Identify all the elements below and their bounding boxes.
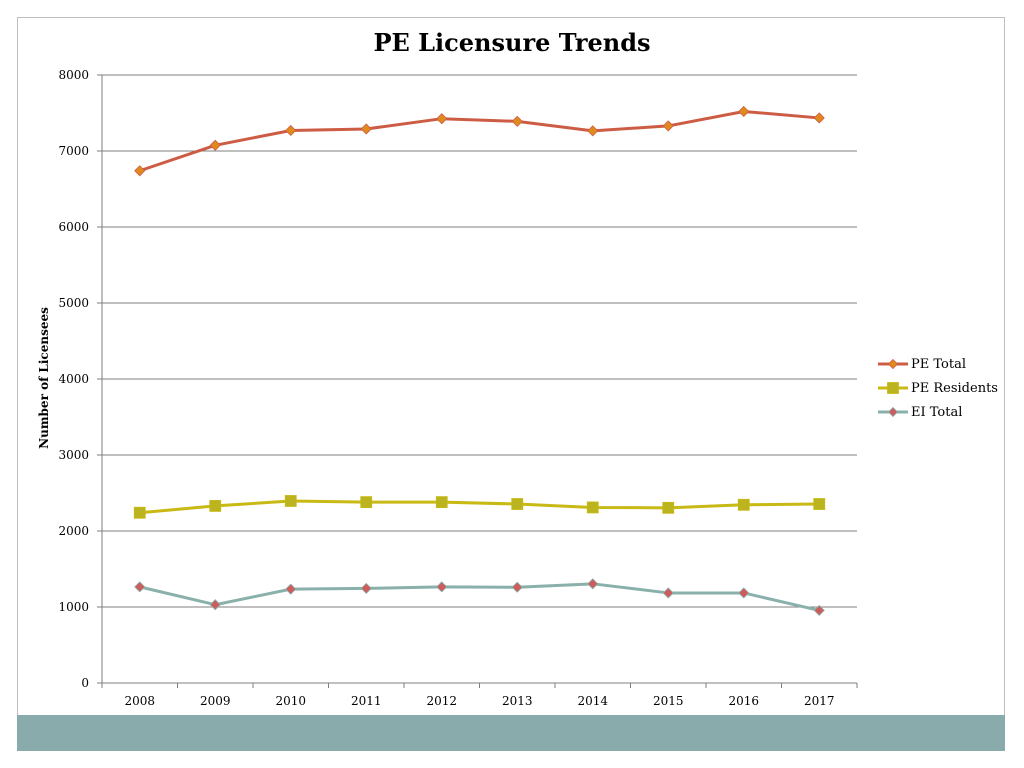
x-tick-labels: 2008 2009 2010 2011 2012 2013 2014 2015 2016 2017 <box>124 694 834 708</box>
y-tick-label: 3000 <box>58 448 89 462</box>
y-tick-label: 6000 <box>58 220 89 234</box>
data-point <box>285 124 297 137</box>
y-tick-label: 2000 <box>58 524 89 538</box>
data-point <box>662 120 674 132</box>
data-point <box>436 113 448 125</box>
data-point <box>662 587 674 599</box>
series-lines <box>133 105 826 616</box>
x-tick-label: 2016 <box>728 694 759 708</box>
data-point <box>360 582 372 594</box>
data-point <box>436 581 448 593</box>
data-point <box>662 501 675 514</box>
legend-swatch-marker <box>887 382 899 394</box>
data-point <box>813 498 826 510</box>
data-point <box>284 495 297 507</box>
y-tick-label: 1000 <box>58 600 89 614</box>
x-tick-label: 2015 <box>653 694 684 708</box>
data-point <box>134 165 146 177</box>
data-point <box>209 500 222 512</box>
series-pe-residents <box>133 495 826 519</box>
data-point <box>813 604 825 616</box>
y-tick-label: 7000 <box>58 144 89 158</box>
series-line <box>139 499 820 515</box>
x-tick-label: 2008 <box>124 694 155 708</box>
data-point <box>737 498 750 511</box>
series-pe-total <box>134 105 825 177</box>
y-tick-label: 0 <box>81 676 89 690</box>
data-point <box>360 496 373 509</box>
x-tick-label: 2011 <box>351 694 382 708</box>
data-point <box>511 498 524 510</box>
data-point <box>587 578 599 590</box>
legend-swatch-marker <box>887 358 899 370</box>
y-axis-label: Number of Licensees <box>37 307 51 449</box>
data-point <box>511 581 523 593</box>
legend-swatch-marker <box>887 406 899 418</box>
data-point <box>435 496 448 509</box>
gridlines <box>97 74 858 688</box>
legend-item: PE Total <box>878 357 966 372</box>
y-tick-label: 8000 <box>58 68 89 82</box>
y-tick-label: 5000 <box>58 296 89 310</box>
legend-item: PE Residents <box>878 381 998 396</box>
legend: PE Total PE Residents EI Total <box>878 357 998 420</box>
data-point <box>209 139 221 151</box>
legend-item: EI Total <box>878 405 962 420</box>
data-point <box>360 123 372 135</box>
data-point <box>587 125 599 137</box>
x-tick-label: 2014 <box>577 694 608 708</box>
data-point <box>134 581 146 593</box>
y-tick-label: 4000 <box>58 372 89 386</box>
data-point <box>738 587 750 599</box>
x-tick-label: 2012 <box>426 694 457 708</box>
series-line <box>139 109 820 173</box>
x-tick-label: 2013 <box>502 694 533 708</box>
x-tick-label: 2009 <box>200 694 231 708</box>
x-tick-label: 2010 <box>275 694 306 708</box>
data-point <box>813 112 825 124</box>
slide-frame <box>17 17 1005 751</box>
data-point <box>511 115 523 127</box>
data-point <box>209 599 221 611</box>
y-tick-labels: 0 1000 2000 3000 4000 5000 6000 7000 8000 <box>58 68 89 690</box>
data-point <box>133 506 146 519</box>
series-line <box>139 582 820 612</box>
chart-title: PE Licensure Trends <box>373 28 650 57</box>
data-point <box>285 583 297 595</box>
legend-label: PE Total <box>911 357 966 372</box>
footer-band <box>17 715 1005 751</box>
data-point <box>738 105 750 118</box>
x-tick-label: 2017 <box>804 694 835 708</box>
series-ei-total <box>134 578 825 616</box>
legend-label: PE Residents <box>911 381 998 396</box>
legend-label: EI Total <box>911 405 962 420</box>
data-point <box>586 501 599 514</box>
